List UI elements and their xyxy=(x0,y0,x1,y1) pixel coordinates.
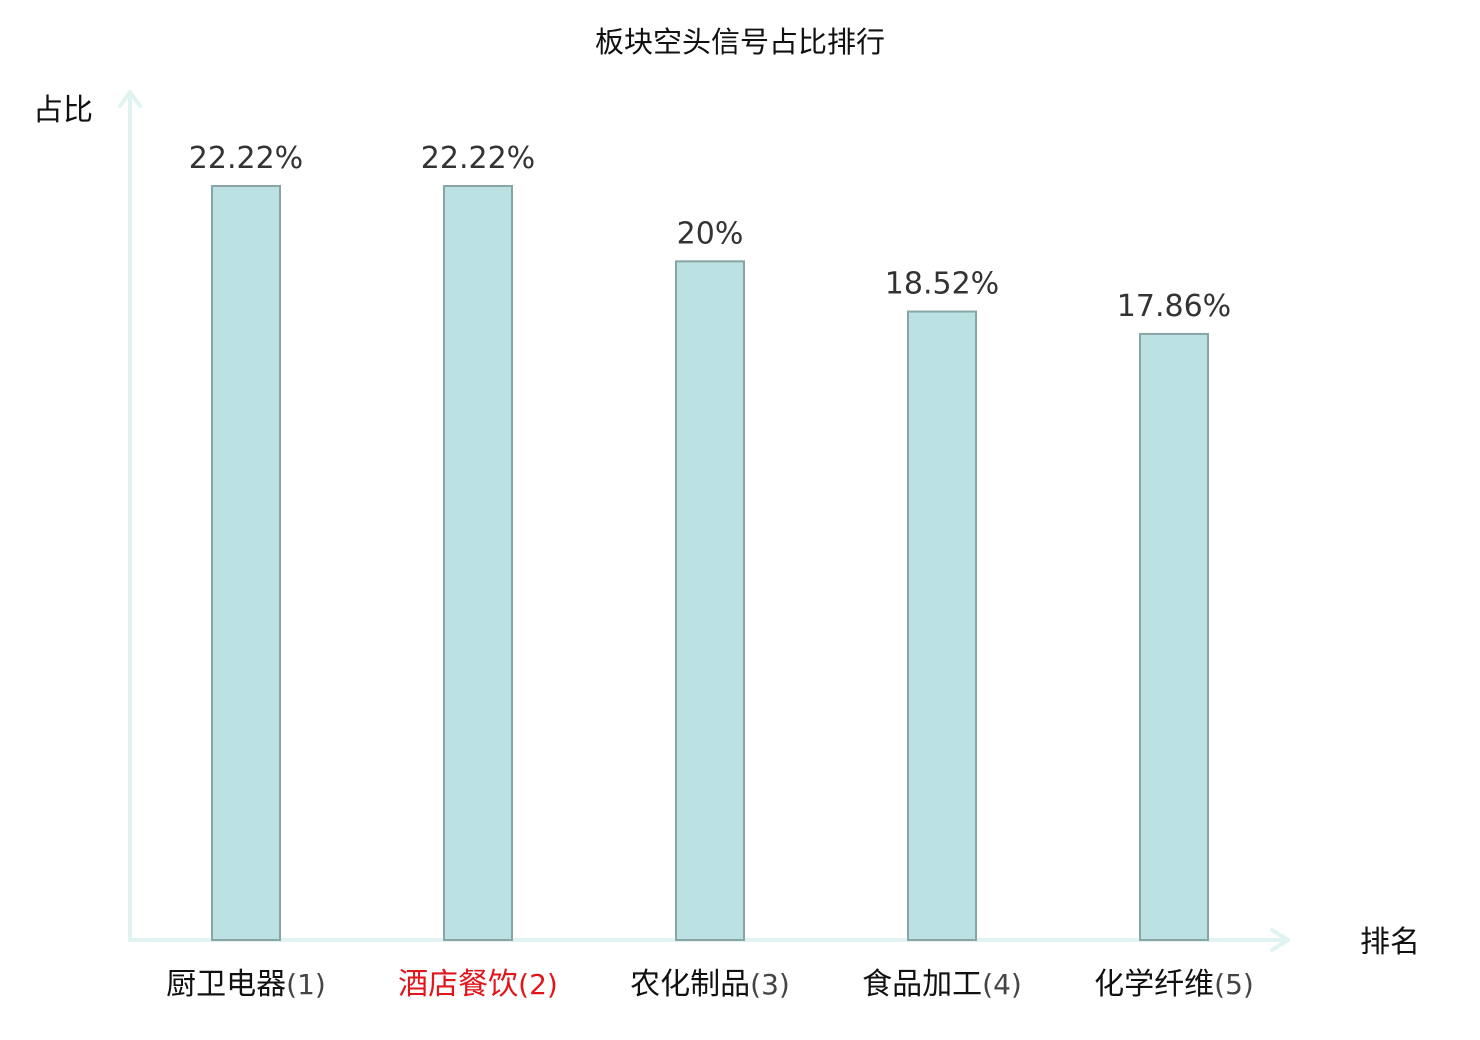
category-label: 化学纤维(5) xyxy=(1094,967,1254,1002)
category-label: 食品加工(4) xyxy=(862,967,1022,1002)
category-rank: (2) xyxy=(518,968,558,1001)
bar-value-label: 18.52% xyxy=(885,267,999,302)
x-axis-arrow xyxy=(1270,928,1290,952)
y-axis-arrow xyxy=(118,90,142,108)
category-rank: (4) xyxy=(982,968,1022,1001)
category-labels: 厨卫电器(1) 酒店餐饮(2) 农化制品(3) 食品加工(4) 化学纤维(5) xyxy=(166,967,1254,1002)
bars xyxy=(211,185,1209,942)
bar-value-label: 20% xyxy=(677,216,744,251)
category-rank: (3) xyxy=(750,968,790,1001)
bar xyxy=(907,310,977,942)
y-axis-title: 占比 xyxy=(33,93,93,128)
category-name: 化学纤维 xyxy=(1094,967,1214,1002)
category-label: 厨卫电器(1) xyxy=(166,967,326,1002)
bar-value-label: 22.22% xyxy=(421,141,535,176)
bar-value-label: 17.86% xyxy=(1117,289,1231,324)
category-label: 酒店餐饮(2) xyxy=(398,967,558,1002)
chart-title: 板块空头信号占比排行 xyxy=(595,25,885,59)
category-name: 酒店餐饮 xyxy=(398,967,518,1002)
category-name: 厨卫电器 xyxy=(166,967,286,1002)
category-rank: (1) xyxy=(286,968,326,1001)
bar xyxy=(1139,332,1209,941)
category-rank: (5) xyxy=(1214,968,1254,1001)
category-label: 农化制品(3) xyxy=(630,967,790,1002)
bar-value-label: 22.22% xyxy=(189,141,303,176)
bar xyxy=(443,185,513,941)
x-axis-title: 排名 xyxy=(1360,925,1420,960)
bar xyxy=(211,185,281,941)
bar xyxy=(675,260,745,941)
category-name: 食品加工 xyxy=(862,967,982,1002)
category-name: 农化制品 xyxy=(630,967,750,1002)
value-labels: 22.22% 22.22% 20% 18.52% 17.86% xyxy=(189,141,1231,324)
